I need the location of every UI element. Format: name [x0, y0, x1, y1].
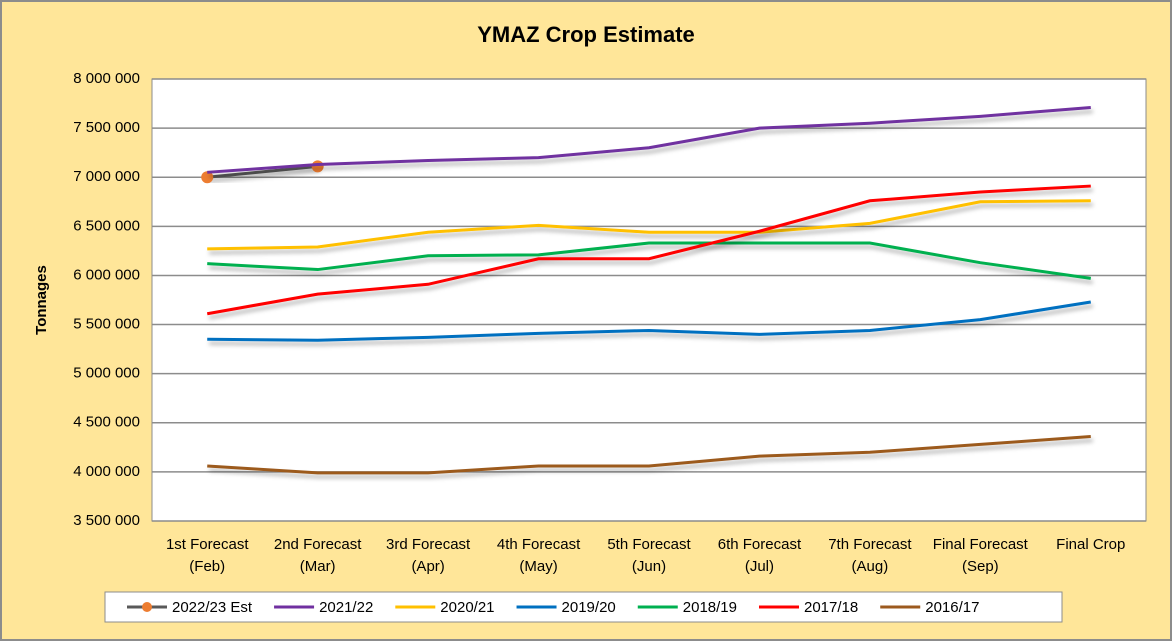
legend-label: 2022/23 Est	[172, 599, 253, 616]
x-tick-label: 6th Forecast (Jul)	[717, 536, 802, 575]
series-line	[207, 164, 318, 179]
legend-label: 2017/18	[804, 599, 858, 616]
series-line	[207, 241, 1091, 280]
chart-title: YMAZ Crop Estimate	[477, 22, 695, 47]
plot-area	[151, 78, 1147, 522]
legend-label: 2018/19	[683, 599, 737, 616]
series-line	[207, 300, 1092, 342]
x-tick-label: Final Forecast (Sep)	[932, 536, 1028, 575]
x-tick-label: 1st Forecast (Feb)	[165, 536, 249, 575]
y-axis-label: Tonnages	[33, 265, 50, 335]
y-tick-label: 7 000 000	[73, 168, 140, 185]
y-tick-label: 3 500 000	[73, 512, 140, 529]
y-tick-label: 7 500 000	[73, 119, 140, 136]
y-tick-label: 5 500 000	[73, 316, 140, 333]
x-tick-label: 3rd Forecast (Apr)	[386, 536, 471, 575]
y-tick-label: 6 000 000	[73, 266, 140, 283]
x-tick-label: 4th Forecast (May)	[496, 536, 581, 575]
y-tick-label: 4 500 000	[73, 414, 140, 431]
legend-label: 2020/21	[440, 599, 494, 616]
point-marker	[201, 171, 214, 184]
x-tick-label: 7th Forecast (Aug)	[828, 536, 912, 575]
series-line	[207, 199, 1091, 251]
y-tick-label: 6 500 000	[73, 217, 140, 234]
y-tick-label: 8 000 000	[73, 70, 140, 87]
x-tick-label: 2nd Forecast (Mar)	[273, 536, 362, 575]
series-line	[207, 105, 1091, 174]
legend-label: 2016/17	[925, 599, 979, 616]
legend-marker	[142, 602, 152, 612]
x-tick-label: 5th Forecast (Jun)	[607, 536, 691, 575]
legend-label: 2021/22	[319, 599, 373, 616]
y-tick-label: 4 000 000	[73, 463, 140, 480]
series-line	[207, 435, 1091, 475]
series-line	[206, 184, 1091, 316]
legend-label: 2019/20	[562, 599, 616, 616]
x-tick-label: Final Crop	[1056, 536, 1126, 553]
y-tick-label: 5 000 000	[73, 365, 140, 382]
point-marker	[311, 160, 324, 173]
